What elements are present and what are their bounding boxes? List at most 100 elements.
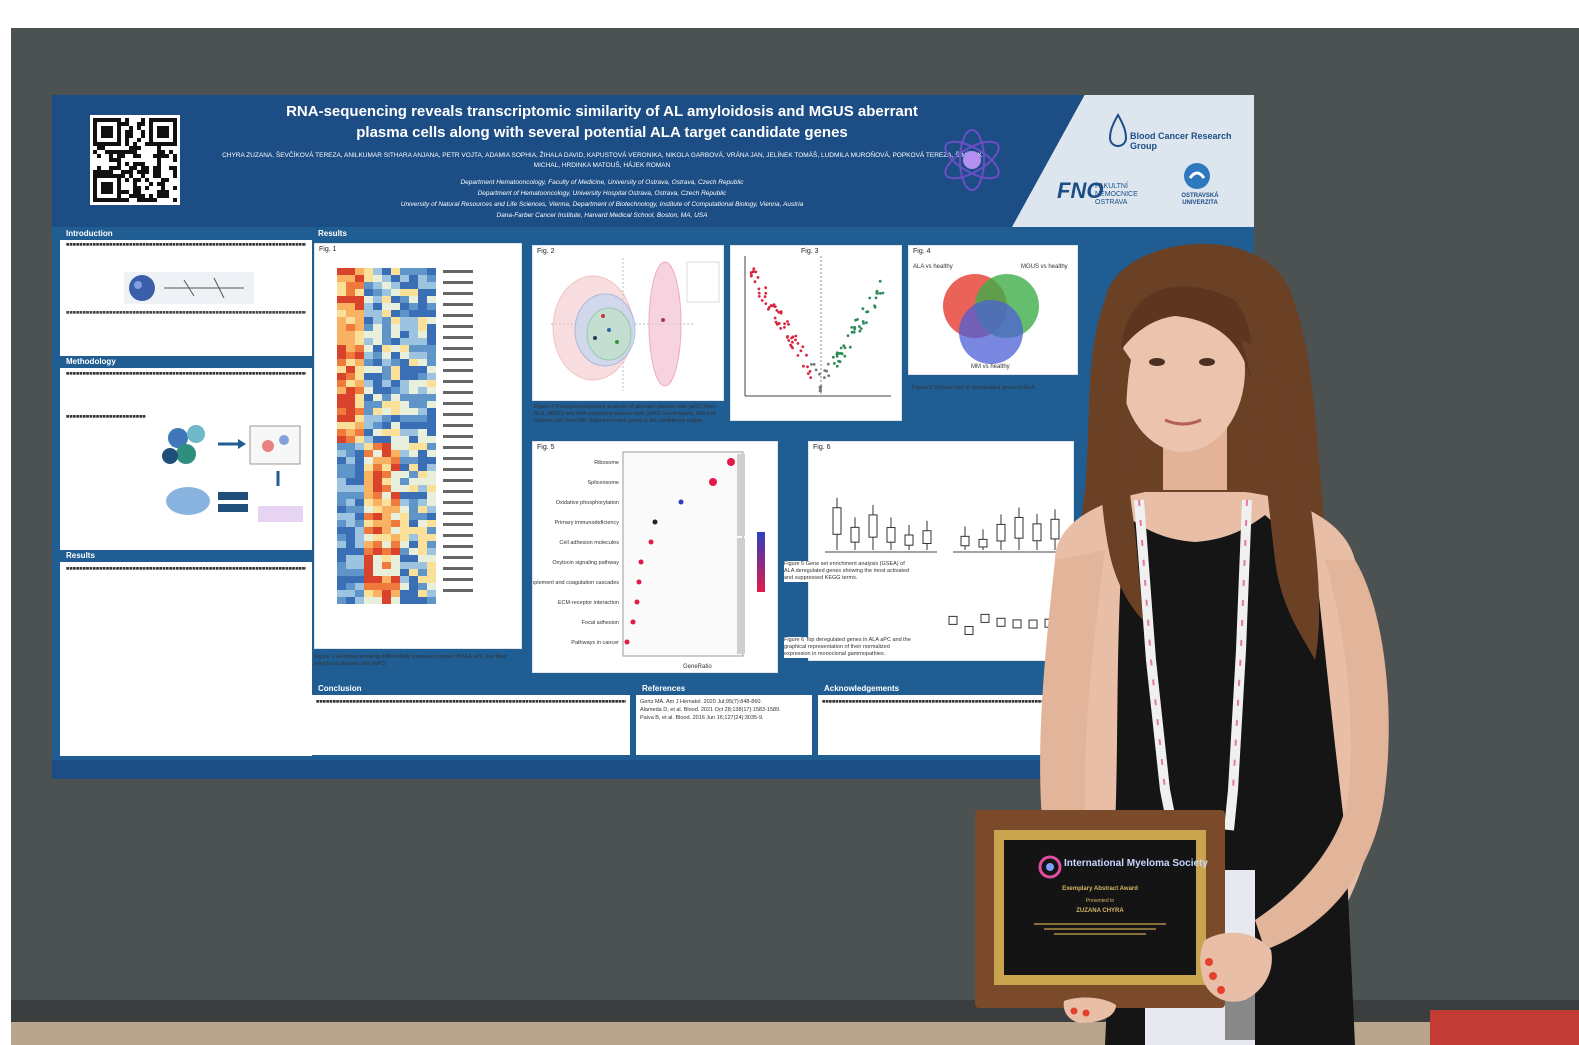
heatmap-cell [409,562,418,569]
volcano-point [866,310,870,314]
heatmap-cell [400,450,409,457]
qr-module [125,122,129,126]
heatmap-cell [364,597,373,604]
qr-module [141,130,145,134]
figure-2-label: Fig. 2 [537,248,555,255]
heatmap-cell [400,555,409,562]
heatmap-cell [427,415,436,422]
heatmap-cell [373,520,382,527]
qr-module [137,190,141,194]
heatmap-cell [427,317,436,324]
volcano-point [819,389,822,393]
heatmap-cell [409,541,418,548]
heatmap-cell [337,401,346,408]
heatmap-cell [409,408,418,415]
heatmap-cell [346,576,355,583]
volcano-point [878,292,882,295]
heatmap-cell [418,555,427,562]
heatmap-cell [400,366,409,373]
heatmap-cell [382,366,391,373]
heatmap-cell [418,345,427,352]
qr-module [153,170,157,174]
qr-module [117,142,121,146]
qr-module [157,146,161,150]
heatmap-cell [373,457,382,464]
volcano-point [865,321,868,325]
qr-module [93,174,97,178]
heatmap-cell [427,401,436,408]
heatmap-cell [409,590,418,597]
heatmap-cell [409,345,418,352]
gsea-dot [652,519,658,525]
heatmap-cell [418,387,427,394]
heatmap-cell [373,324,382,331]
qr-module [93,118,97,122]
qr-module [157,170,161,174]
qr-module [97,170,101,174]
heatmap-cell [409,471,418,478]
volcano-point [878,279,882,283]
heatmap-cell [391,310,400,317]
heatmap-cell [337,436,346,443]
boxplot-box [960,535,970,547]
heatmap-cell [409,534,418,541]
heatmap-cell [391,597,400,604]
qr-module [173,174,177,178]
gsea-term-label: Ribosome [594,460,619,466]
heatmap-cell [391,331,400,338]
heatmap-cell [427,345,436,352]
heatmap-cell [391,506,400,513]
heatmap-cell [364,555,373,562]
heatmap-cell [337,415,346,422]
plaque-inscription [1034,923,1166,935]
qr-module [97,166,101,170]
heatmap-cell [391,317,400,324]
heatmap-cell [400,562,409,569]
volcano-point [754,270,758,274]
heatmap-cell [409,268,418,275]
heatmap-cell [337,422,346,429]
heatmap-cell [337,359,346,366]
heatmap-cell [391,583,400,590]
figure-4-venn: Fig. 4 ALA vs healthy MGUS vs healthy MM… [908,245,1078,375]
boxplot-box [948,615,958,625]
heatmap-cell [382,450,391,457]
qr-module [121,154,125,158]
heatmap-cell [427,366,436,373]
qr-module [113,198,117,202]
boxplot-box [850,526,860,543]
qr-module [157,174,161,178]
heatmap-cell [382,478,391,485]
heatmap-cell [373,541,382,548]
heatmap-cell [400,415,409,422]
figure-1-caption: Figure 1 Heatmap showing differentially … [314,654,507,667]
gsea-term-label: Oxidative phosphorylation [556,500,619,506]
heatmap-cell [391,366,400,373]
heatmap-cell [337,583,346,590]
qr-module [101,126,105,130]
heatmap-cell [409,443,418,450]
heatmap-cell [400,464,409,471]
volcano-point [749,274,753,278]
heatmap-cell [346,548,355,555]
qr-module [125,162,129,166]
heatmap-cell [427,275,436,282]
qr-module [133,194,137,198]
heatmap-gene-label [443,501,473,504]
volcano-point [786,335,789,338]
qr-module [113,158,117,162]
heatmap-cell [355,275,364,282]
heatmap-cell [355,408,364,415]
volcano-point [767,306,771,309]
volcano-point [848,345,852,349]
volcano-point [873,304,876,308]
heatmap-cell [382,436,391,443]
qr-module [129,150,133,154]
qr-module [145,166,149,170]
plaque-recipient: ZUZANA CHYRA [1076,908,1124,914]
qr-module [117,122,121,126]
qr-module [129,194,133,198]
gsea-dot [709,478,717,486]
heatmap-cell [337,478,346,485]
figure-1-label: Fig. 1 [319,246,337,253]
